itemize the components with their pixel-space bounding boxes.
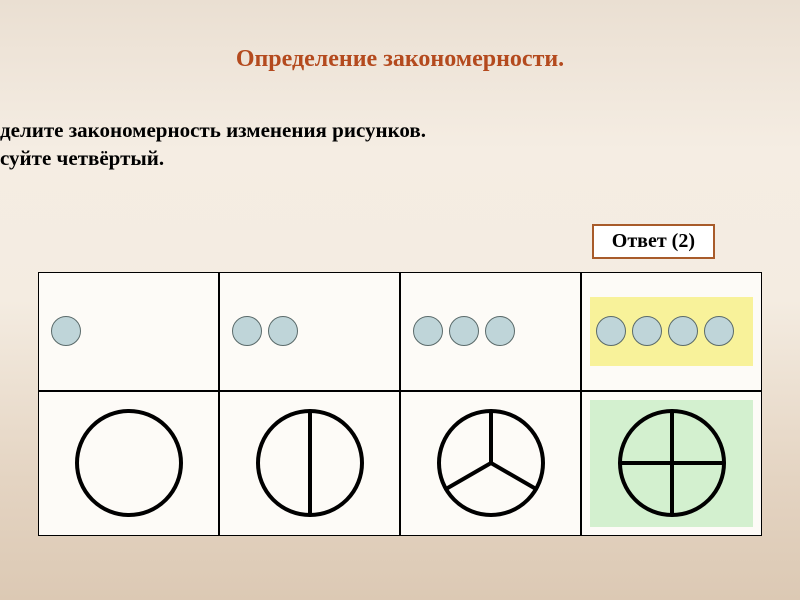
circle-holder-2 xyxy=(220,392,399,535)
dots-3 xyxy=(413,316,515,346)
answer-button[interactable]: Ответ (2) xyxy=(592,224,715,259)
circle-holder-1 xyxy=(39,392,218,535)
dot-icon xyxy=(268,316,298,346)
dots-4 xyxy=(596,316,734,346)
cell-bot-3 xyxy=(400,391,581,536)
cell-top-1 xyxy=(38,272,219,391)
dot-icon xyxy=(413,316,443,346)
dot-icon xyxy=(449,316,479,346)
dot-icon xyxy=(596,316,626,346)
circle-icon xyxy=(75,409,183,517)
cell-bot-2 xyxy=(219,391,400,536)
dots-1 xyxy=(51,316,81,346)
page-title: Определение закономерности. xyxy=(0,46,800,73)
task-line-2: суйте четвёртый. xyxy=(0,146,164,171)
circle-holder-3 xyxy=(401,392,580,535)
cell-top-4 xyxy=(581,272,762,391)
slide: Определение закономерности. делите закон… xyxy=(0,0,800,600)
circle-icon xyxy=(256,409,364,517)
circle-icon xyxy=(618,409,726,517)
circle-icon xyxy=(437,409,545,517)
cell-bot-4 xyxy=(581,391,762,536)
cell-top-2 xyxy=(219,272,400,391)
answer-highlight-top xyxy=(590,297,753,366)
dot-icon xyxy=(485,316,515,346)
dots-2 xyxy=(232,316,298,346)
dot-icon xyxy=(704,316,734,346)
cell-bot-1 xyxy=(38,391,219,536)
cell-top-3 xyxy=(400,272,581,391)
dot-icon xyxy=(668,316,698,346)
dot-icon xyxy=(51,316,81,346)
task-line-1: делите закономерность изменения рисунков… xyxy=(0,118,426,143)
answer-highlight-bot xyxy=(590,400,753,527)
dot-icon xyxy=(232,316,262,346)
dot-icon xyxy=(632,316,662,346)
pattern-grid xyxy=(38,272,762,536)
